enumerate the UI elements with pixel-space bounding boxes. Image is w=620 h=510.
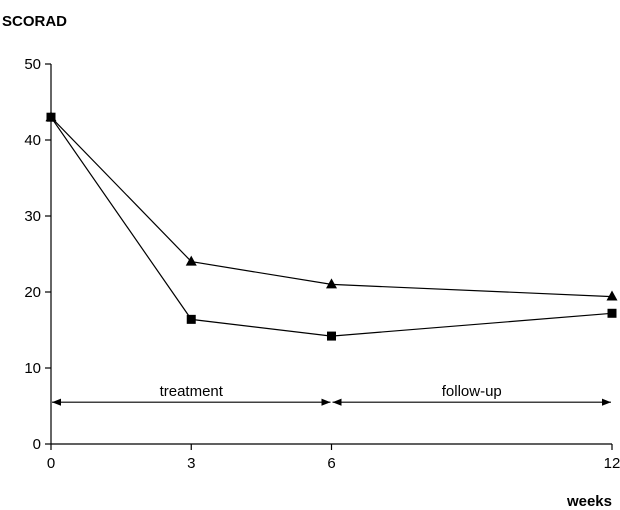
y-tick-label: 20: [24, 284, 41, 301]
x-axis-title: weeks: [566, 493, 612, 510]
y-tick-label: 40: [24, 132, 41, 149]
square-marker: [186, 314, 196, 324]
x-tick-label: 3: [187, 455, 195, 472]
y-axis-title: SCORAD: [2, 13, 67, 30]
x-tick-label: 6: [327, 455, 335, 472]
series-square-line: [50, 116, 613, 337]
phase-label-treatment: treatment: [160, 383, 224, 400]
y-tick-label: 10: [24, 360, 41, 377]
triangle-marker: [326, 278, 337, 289]
x-tick-label: 0: [47, 455, 55, 472]
y-tick-label: 50: [24, 56, 41, 73]
square-marker: [607, 308, 617, 318]
triangle-marker: [185, 255, 197, 266]
y-tick-label: 0: [33, 436, 41, 453]
square-marker: [327, 331, 336, 341]
square-marker: [46, 112, 56, 122]
series-triangle-line: [50, 116, 613, 298]
phase-label-follow-up: follow-up: [442, 383, 502, 400]
y-tick-label: 30: [24, 208, 41, 225]
x-tick-label: 12: [604, 455, 620, 472]
triangle-marker: [606, 290, 618, 301]
